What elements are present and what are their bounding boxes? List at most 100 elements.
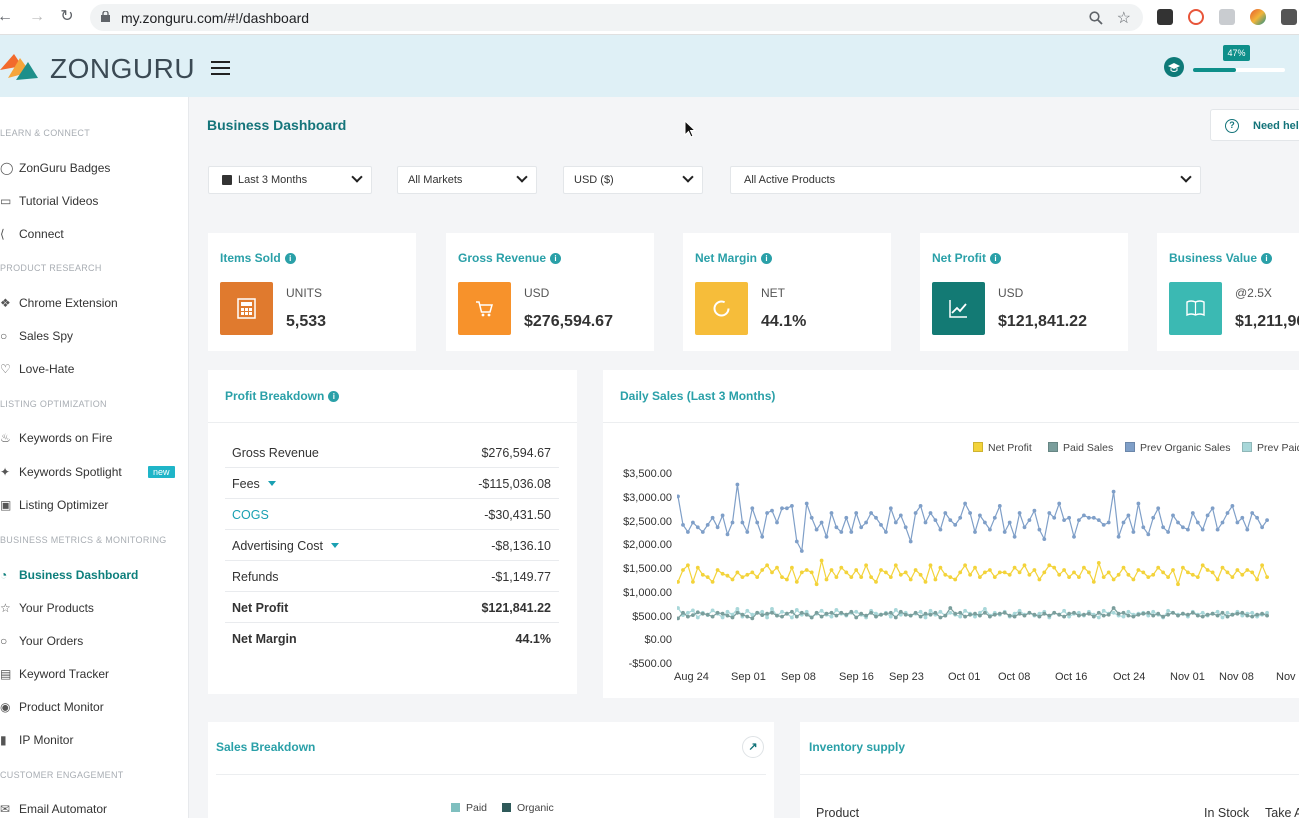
data-point[interactable]	[1200, 610, 1205, 615]
data-point[interactable]	[963, 563, 967, 568]
data-point[interactable]	[849, 609, 854, 614]
data-point[interactable]	[1195, 613, 1200, 618]
data-point[interactable]	[1121, 610, 1126, 615]
data-point[interactable]	[1200, 563, 1205, 568]
data-point[interactable]	[1250, 610, 1255, 615]
data-point[interactable]	[1067, 575, 1071, 579]
data-point[interactable]	[1077, 610, 1081, 615]
data-point[interactable]	[1017, 608, 1022, 613]
data-point[interactable]	[1265, 518, 1269, 522]
data-point[interactable]	[948, 610, 953, 615]
data-point[interactable]	[677, 494, 680, 499]
data-point[interactable]	[720, 611, 725, 616]
legend-paid-sales[interactable]: Paid Sales	[1048, 442, 1113, 456]
data-point[interactable]	[1146, 613, 1151, 618]
data-point[interactable]	[794, 539, 799, 544]
data-point[interactable]	[1166, 530, 1170, 534]
data-point[interactable]	[1126, 513, 1131, 518]
data-point[interactable]	[1126, 613, 1131, 618]
data-point[interactable]	[681, 568, 685, 572]
data-point[interactable]	[1156, 611, 1161, 616]
data-point[interactable]	[943, 511, 948, 515]
data-point[interactable]	[804, 609, 809, 614]
data-point[interactable]	[780, 506, 784, 511]
data-point[interactable]	[1245, 613, 1250, 618]
data-point[interactable]	[992, 515, 997, 520]
data-point[interactable]	[720, 513, 725, 518]
data-point[interactable]	[1012, 614, 1017, 619]
sidebar-item-email-automator[interactable]: ✉ Email Automator	[0, 802, 108, 816]
data-point[interactable]	[973, 565, 977, 570]
data-point[interactable]	[973, 611, 977, 616]
currency-select[interactable]: USD ($)	[563, 166, 703, 194]
data-point[interactable]	[859, 575, 864, 579]
data-point[interactable]	[765, 511, 769, 515]
data-point[interactable]	[1111, 577, 1116, 582]
data-point[interactable]	[804, 501, 809, 506]
data-point[interactable]	[1082, 612, 1086, 617]
forward-icon[interactable]: →	[29, 8, 45, 25]
data-point[interactable]	[864, 613, 868, 618]
data-point[interactable]	[799, 570, 804, 575]
data-point[interactable]	[1077, 518, 1081, 522]
address-bar[interactable]: my.zonguru.com/#!/dashboard ☆	[90, 4, 1143, 31]
data-point[interactable]	[1200, 527, 1205, 532]
data-point[interactable]	[677, 616, 680, 621]
data-point[interactable]	[1260, 563, 1264, 568]
data-point[interactable]	[918, 609, 923, 614]
sidebar-item-love-hate[interactable]: ♡ Love-Hate	[0, 362, 75, 376]
data-point[interactable]	[1141, 525, 1146, 530]
data-point[interactable]	[1131, 614, 1136, 619]
data-point[interactable]	[710, 614, 715, 619]
data-point[interactable]	[879, 568, 883, 572]
data-point[interactable]	[1131, 577, 1136, 582]
menu-toggle-icon[interactable]	[211, 61, 230, 75]
data-point[interactable]	[695, 615, 700, 620]
data-point[interactable]	[903, 612, 908, 617]
data-point[interactable]	[794, 614, 799, 619]
data-point[interactable]	[1096, 518, 1101, 522]
bookmark-star-icon[interactable]: ☆	[1116, 10, 1131, 27]
need-help-button[interactable]: ? Need help?	[1210, 109, 1299, 141]
data-point[interactable]	[1002, 570, 1007, 575]
data-point[interactable]	[978, 513, 982, 518]
data-point[interactable]	[923, 611, 928, 616]
data-point[interactable]	[735, 610, 740, 615]
sidebar-item-tutorial-videos[interactable]: ▭ Tutorial Videos	[0, 194, 99, 208]
data-point[interactable]	[1181, 565, 1185, 570]
data-point[interactable]	[933, 577, 938, 582]
data-point[interactable]	[780, 609, 784, 614]
data-point[interactable]	[1037, 527, 1042, 532]
data-point[interactable]	[755, 575, 760, 579]
data-point[interactable]	[691, 613, 695, 617]
data-point[interactable]	[1077, 575, 1081, 579]
data-point[interactable]	[1042, 570, 1047, 575]
data-point[interactable]	[809, 515, 814, 520]
data-point[interactable]	[1082, 565, 1086, 570]
data-point[interactable]	[715, 525, 720, 530]
data-point[interactable]	[1091, 580, 1096, 584]
data-point[interactable]	[677, 606, 680, 610]
zonguru-extension-icon[interactable]	[1250, 9, 1266, 25]
data-point[interactable]	[854, 609, 859, 614]
data-point[interactable]	[775, 565, 779, 570]
data-point[interactable]	[1230, 612, 1235, 617]
data-point[interactable]	[997, 504, 1002, 508]
data-point[interactable]	[1121, 565, 1126, 570]
data-point[interactable]	[1260, 611, 1264, 616]
data-point[interactable]	[884, 570, 888, 575]
data-point[interactable]	[968, 612, 972, 617]
data-point[interactable]	[1230, 504, 1235, 508]
data-point[interactable]	[1186, 570, 1190, 575]
data-point[interactable]	[785, 506, 789, 511]
data-point[interactable]	[903, 570, 908, 575]
data-point[interactable]	[730, 615, 735, 620]
info-icon[interactable]: i	[1261, 253, 1273, 264]
data-point[interactable]	[1215, 609, 1220, 614]
data-point[interactable]	[1007, 613, 1012, 618]
data-point[interactable]	[1265, 613, 1269, 618]
data-point[interactable]	[869, 511, 873, 515]
data-point[interactable]	[978, 575, 982, 579]
data-point[interactable]	[790, 565, 794, 570]
data-point[interactable]	[844, 515, 849, 520]
